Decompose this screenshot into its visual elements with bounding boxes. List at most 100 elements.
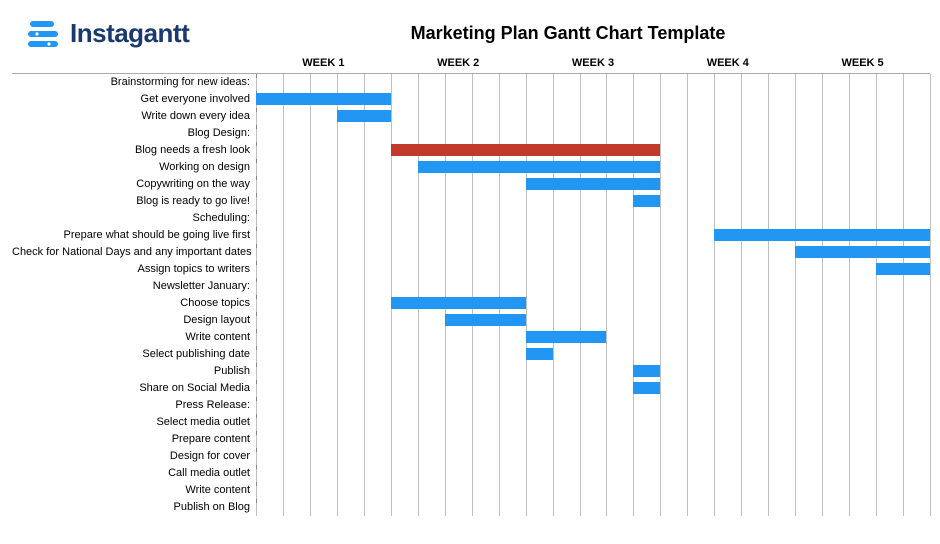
gantt-rows: Brainstorming for new ideas:Get everyone… (12, 74, 930, 516)
task-bars (256, 210, 930, 227)
task-bars (256, 244, 930, 261)
gantt-row: Call media outlet (12, 465, 930, 482)
task-bars (256, 193, 930, 210)
task-label: Design layout (12, 312, 256, 329)
task-bars (256, 142, 930, 159)
header: Instagantt Marketing Plan Gantt Chart Te… (0, 0, 940, 55)
task-label: Blog is ready to go live! (12, 193, 256, 210)
gantt-bar (445, 314, 526, 326)
gridline (930, 74, 931, 516)
gantt-bar (526, 178, 661, 190)
task-bars (256, 159, 930, 176)
gantt-row: Blog Design: (12, 125, 930, 142)
task-bars (256, 108, 930, 125)
gantt-row: Copywriting on the way (12, 176, 930, 193)
logo: Instagantt (28, 18, 256, 49)
task-bars (256, 363, 930, 380)
gantt-row: Press Release: (12, 397, 930, 414)
task-bars (256, 499, 930, 516)
gantt-chart: Brainstorming for new ideas:Get everyone… (12, 73, 930, 516)
gantt-bar (633, 382, 660, 394)
task-label: Prepare what should be going live first (12, 227, 256, 244)
task-bars (256, 465, 930, 482)
task-label: Publish (12, 363, 256, 380)
gantt-bar (876, 263, 930, 275)
gantt-bar (633, 365, 660, 377)
gantt-row: Blog is ready to go live! (12, 193, 930, 210)
week-label: WEEK 2 (391, 57, 526, 69)
gantt-row: Prepare what should be going live first (12, 227, 930, 244)
gantt-bar (391, 297, 526, 309)
task-label: Select publishing date (12, 346, 256, 363)
task-bars (256, 176, 930, 193)
gantt-bar (795, 246, 930, 258)
gantt-row: Check for National Days and any importan… (12, 244, 930, 261)
task-bars (256, 431, 930, 448)
task-bars (256, 125, 930, 142)
task-bars (256, 261, 930, 278)
task-bars (256, 482, 930, 499)
week-label: WEEK 1 (256, 57, 391, 69)
week-label: WEEK 3 (526, 57, 661, 69)
gantt-bar (337, 110, 391, 122)
gantt-bar (391, 144, 661, 156)
task-label: Call media outlet (12, 465, 256, 482)
task-label: Share on Social Media (12, 380, 256, 397)
gantt-bar (526, 348, 553, 360)
task-bars (256, 74, 930, 91)
gantt-row: Blog needs a fresh look (12, 142, 930, 159)
gantt-row: Write down every idea (12, 108, 930, 125)
task-label: Write down every idea (12, 108, 256, 125)
task-label: Assign topics to writers (12, 261, 256, 278)
gantt-row: Brainstorming for new ideas: (12, 74, 930, 91)
task-label: Choose topics (12, 295, 256, 312)
task-label: Write content (12, 329, 256, 346)
week-label: WEEK 4 (660, 57, 795, 69)
gantt-bar (256, 93, 391, 105)
gantt-bar (714, 229, 930, 241)
gantt-row: Get everyone involved (12, 91, 930, 108)
gantt-row: Publish on Blog (12, 499, 930, 516)
gantt-bar (418, 161, 661, 173)
gantt-bar (526, 331, 607, 343)
gantt-bar (633, 195, 660, 207)
task-label: Publish on Blog (12, 499, 256, 516)
gantt-row: Scheduling: (12, 210, 930, 227)
task-label: Get everyone involved (12, 91, 256, 108)
gantt-row: Choose topics (12, 295, 930, 312)
gantt-row: Design layout (12, 312, 930, 329)
task-bars (256, 414, 930, 431)
task-label: Press Release: (12, 397, 256, 414)
task-bars (256, 329, 930, 346)
task-label: Select media outlet (12, 414, 256, 431)
task-bars (256, 380, 930, 397)
gantt-row: Write content (12, 329, 930, 346)
logo-text: Instagantt (70, 18, 189, 49)
task-bars (256, 346, 930, 363)
gantt-row: Share on Social Media (12, 380, 930, 397)
gantt-row: Write content (12, 482, 930, 499)
task-bars (256, 397, 930, 414)
chart-title: Marketing Plan Gantt Chart Template (256, 23, 880, 44)
task-label: Brainstorming for new ideas: (12, 74, 256, 91)
gantt-row: Design for cover (12, 448, 930, 465)
task-label: Working on design (12, 159, 256, 176)
task-label: Newsletter January: (12, 278, 256, 295)
task-bars (256, 91, 930, 108)
gantt-row: Publish (12, 363, 930, 380)
task-label: Design for cover (12, 448, 256, 465)
task-bars (256, 278, 930, 295)
week-label: WEEK 5 (795, 57, 930, 69)
gantt-row: Prepare content (12, 431, 930, 448)
task-label: Blog Design: (12, 125, 256, 142)
task-label: Blog needs a fresh look (12, 142, 256, 159)
gantt-row: Select media outlet (12, 414, 930, 431)
title-area: Marketing Plan Gantt Chart Template (256, 23, 940, 44)
task-label: Prepare content (12, 431, 256, 448)
logo-icon (28, 19, 60, 49)
task-label: Copywriting on the way (12, 176, 256, 193)
task-label: Check for National Days and any importan… (12, 244, 256, 261)
gantt-row: Working on design (12, 159, 930, 176)
week-header: WEEK 1WEEK 2WEEK 3WEEK 4WEEK 5 (0, 57, 940, 69)
task-bars (256, 448, 930, 465)
